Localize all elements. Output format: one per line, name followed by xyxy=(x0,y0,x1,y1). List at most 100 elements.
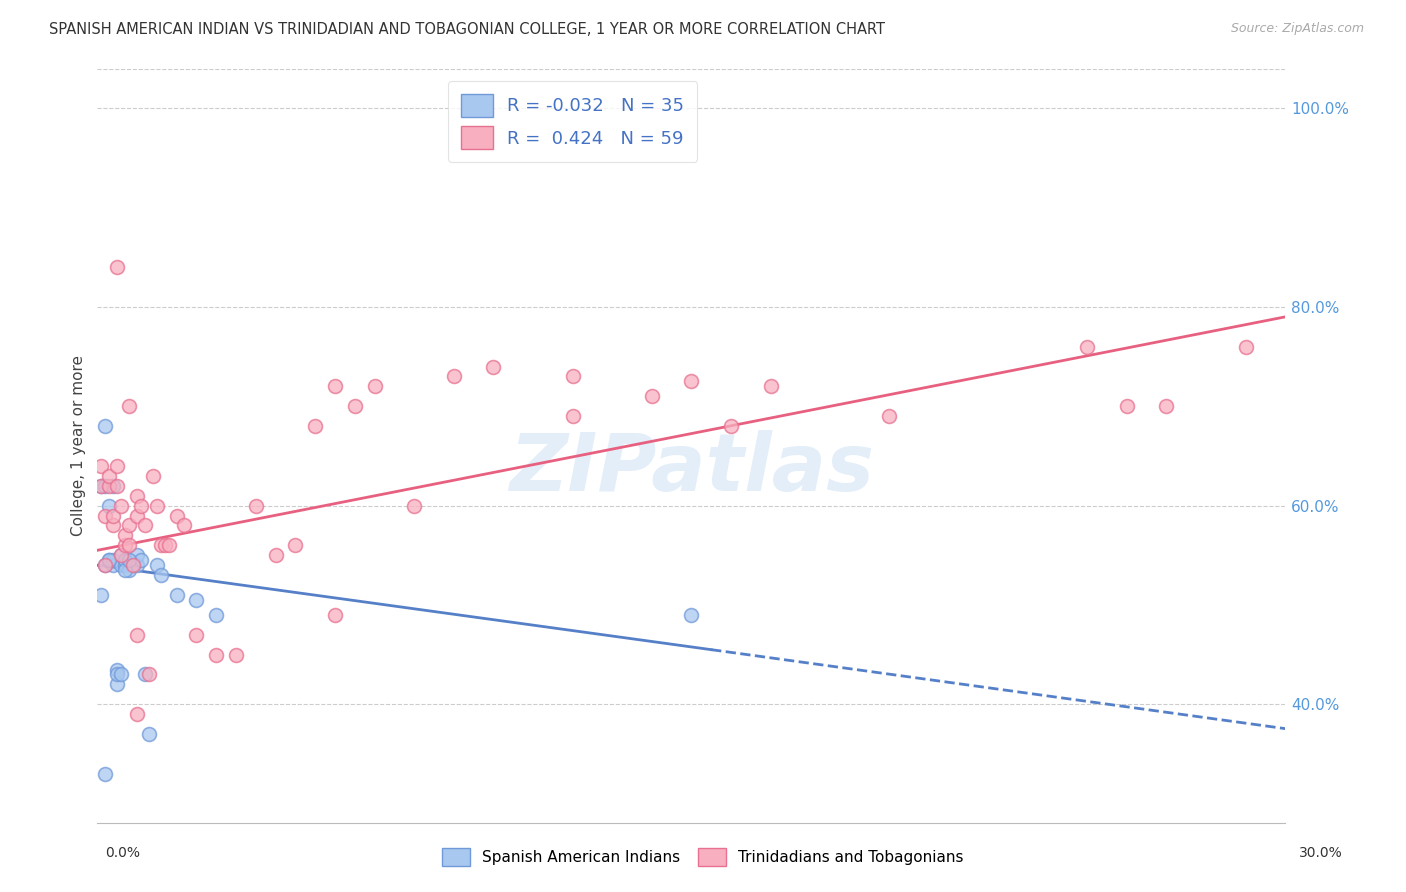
Point xyxy=(343,399,366,413)
Point xyxy=(561,409,583,424)
Point xyxy=(114,538,136,552)
Point xyxy=(186,628,208,642)
Point xyxy=(323,379,346,393)
Point xyxy=(1156,399,1178,413)
Point xyxy=(103,518,125,533)
Point xyxy=(90,458,112,473)
Point xyxy=(129,553,152,567)
Point xyxy=(94,558,117,573)
Point xyxy=(482,359,505,374)
Point xyxy=(142,468,165,483)
Text: Source: ZipAtlas.com: Source: ZipAtlas.com xyxy=(1230,22,1364,36)
Point xyxy=(720,419,742,434)
Point xyxy=(363,379,385,393)
Point xyxy=(145,499,167,513)
Point xyxy=(149,568,172,582)
Point xyxy=(641,389,664,403)
Point xyxy=(103,553,125,567)
Point xyxy=(98,553,121,567)
Point xyxy=(264,549,287,563)
Point xyxy=(149,538,172,552)
Text: 30.0%: 30.0% xyxy=(1299,846,1343,860)
Text: ZIPatlas: ZIPatlas xyxy=(509,430,873,508)
Point xyxy=(118,538,141,552)
Point xyxy=(404,499,426,513)
Point xyxy=(94,419,117,434)
Point xyxy=(138,727,160,741)
Point xyxy=(125,508,148,523)
Point xyxy=(166,508,188,523)
Point xyxy=(94,558,117,573)
Y-axis label: College, 1 year or more: College, 1 year or more xyxy=(72,356,86,536)
Text: 0.0%: 0.0% xyxy=(105,846,141,860)
Point xyxy=(125,549,148,563)
Point xyxy=(94,479,117,493)
Point xyxy=(105,479,128,493)
Point xyxy=(114,558,136,573)
Point xyxy=(105,667,128,681)
Legend: Spanish American Indians, Trinidadians and Tobagonians: Spanish American Indians, Trinidadians a… xyxy=(434,841,972,873)
Point xyxy=(186,593,208,607)
Point xyxy=(105,260,128,275)
Point xyxy=(134,667,156,681)
Point xyxy=(94,767,117,781)
Point xyxy=(118,518,141,533)
Point xyxy=(122,558,145,573)
Point xyxy=(118,553,141,567)
Point xyxy=(110,667,132,681)
Point xyxy=(1076,340,1098,354)
Text: SPANISH AMERICAN INDIAN VS TRINIDADIAN AND TOBAGONIAN COLLEGE, 1 YEAR OR MORE CO: SPANISH AMERICAN INDIAN VS TRINIDADIAN A… xyxy=(49,22,886,37)
Point xyxy=(90,479,112,493)
Point xyxy=(125,489,148,503)
Point xyxy=(90,479,112,493)
Point xyxy=(110,558,132,573)
Point xyxy=(138,667,160,681)
Point xyxy=(134,518,156,533)
Point xyxy=(759,379,782,393)
Point xyxy=(105,663,128,677)
Point xyxy=(681,607,703,622)
Point xyxy=(90,588,112,602)
Point xyxy=(110,549,132,563)
Point xyxy=(103,508,125,523)
Point xyxy=(118,399,141,413)
Point xyxy=(1115,399,1137,413)
Point xyxy=(245,499,267,513)
Point xyxy=(114,563,136,577)
Point xyxy=(157,538,180,552)
Point xyxy=(105,677,128,691)
Point xyxy=(98,553,121,567)
Point xyxy=(94,508,117,523)
Point xyxy=(284,538,307,552)
Point xyxy=(145,558,167,573)
Point xyxy=(323,607,346,622)
Point xyxy=(304,419,326,434)
Point xyxy=(110,499,132,513)
Legend: R = -0.032   N = 35, R =  0.424   N = 59: R = -0.032 N = 35, R = 0.424 N = 59 xyxy=(449,81,697,162)
Point xyxy=(153,538,176,552)
Point xyxy=(103,558,125,573)
Point xyxy=(114,528,136,542)
Point xyxy=(125,707,148,722)
Point xyxy=(205,648,228,662)
Point xyxy=(1234,340,1257,354)
Point xyxy=(561,369,583,384)
Point xyxy=(122,558,145,573)
Point xyxy=(110,549,132,563)
Point xyxy=(225,648,247,662)
Point xyxy=(114,553,136,567)
Point xyxy=(118,563,141,577)
Point xyxy=(877,409,900,424)
Point xyxy=(129,499,152,513)
Point xyxy=(98,499,121,513)
Point xyxy=(98,468,121,483)
Point xyxy=(125,628,148,642)
Point xyxy=(105,458,128,473)
Point xyxy=(103,479,125,493)
Point xyxy=(443,369,465,384)
Point xyxy=(173,518,195,533)
Point xyxy=(125,558,148,573)
Point xyxy=(166,588,188,602)
Point xyxy=(98,479,121,493)
Point xyxy=(681,375,703,389)
